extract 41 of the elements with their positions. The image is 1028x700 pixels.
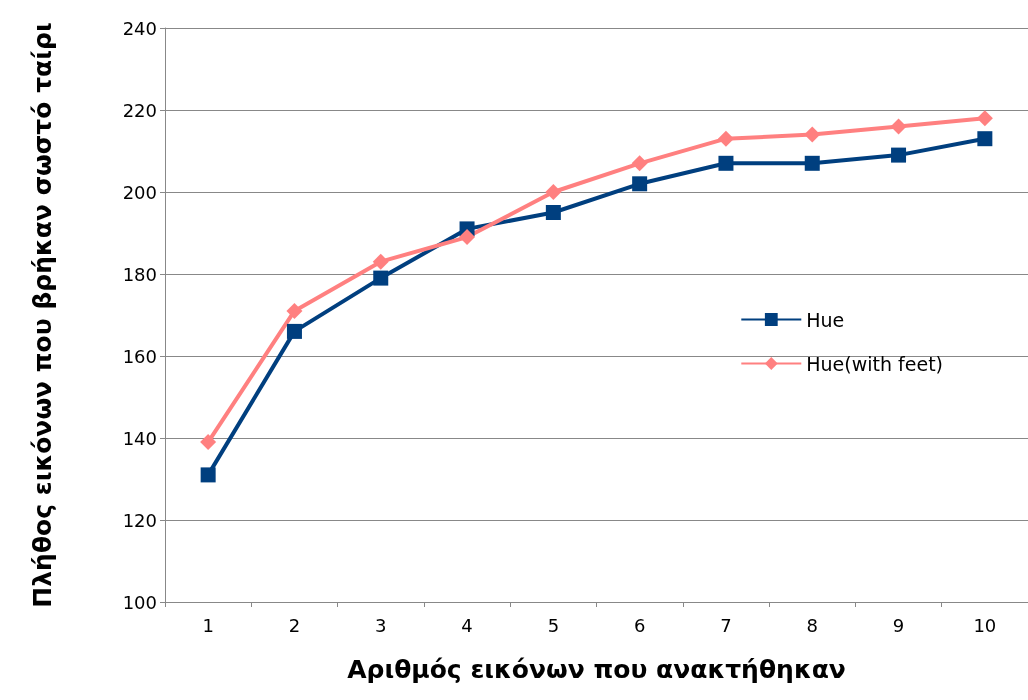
point	[632, 176, 648, 192]
legend-label: Hue	[806, 308, 845, 331]
y-tick-label: 140	[122, 427, 157, 449]
point	[373, 270, 389, 286]
y-tick-label: 160	[122, 345, 157, 367]
point	[286, 302, 303, 319]
point	[718, 155, 734, 171]
y-tick-label: 220	[122, 99, 157, 121]
point	[891, 147, 907, 163]
point	[631, 155, 648, 172]
point	[200, 434, 217, 451]
point	[804, 155, 820, 171]
x-tick-label: 9	[892, 614, 905, 636]
y-tick-label: 180	[122, 263, 157, 285]
point	[545, 184, 562, 200]
x-tick-label: 6	[633, 614, 646, 636]
y-axis-title: Πλήθος εικόνων που βρήκαν σωστό ταίρι	[28, 22, 57, 608]
y-tick-label: 200	[122, 181, 157, 203]
point	[200, 467, 216, 483]
y-tick-label: 240	[122, 17, 157, 39]
point	[372, 253, 389, 270]
x-tick-label: 4	[461, 614, 473, 636]
x-tick-label: 3	[375, 614, 387, 636]
x-tick-label: 8	[806, 614, 818, 636]
x-tick-label: 2	[288, 614, 301, 636]
point	[717, 130, 734, 147]
point	[890, 118, 907, 135]
x-tick-label: 1	[202, 614, 214, 636]
x-tick-label: 5	[547, 614, 560, 636]
x-tick-label: 7	[720, 614, 732, 636]
point	[286, 323, 302, 339]
point	[545, 205, 561, 220]
y-tick-label: 120	[122, 509, 157, 531]
point	[804, 126, 821, 143]
x-axis-title: Αριθμός εικόνων που ανακτήθηκαν	[347, 655, 846, 684]
point	[977, 131, 993, 147]
point	[459, 229, 476, 246]
point	[976, 110, 993, 127]
legend-label: Hue(with feet)	[806, 352, 944, 375]
y-tick-label: 100	[122, 591, 157, 613]
x-tick-label: 10	[973, 614, 997, 636]
